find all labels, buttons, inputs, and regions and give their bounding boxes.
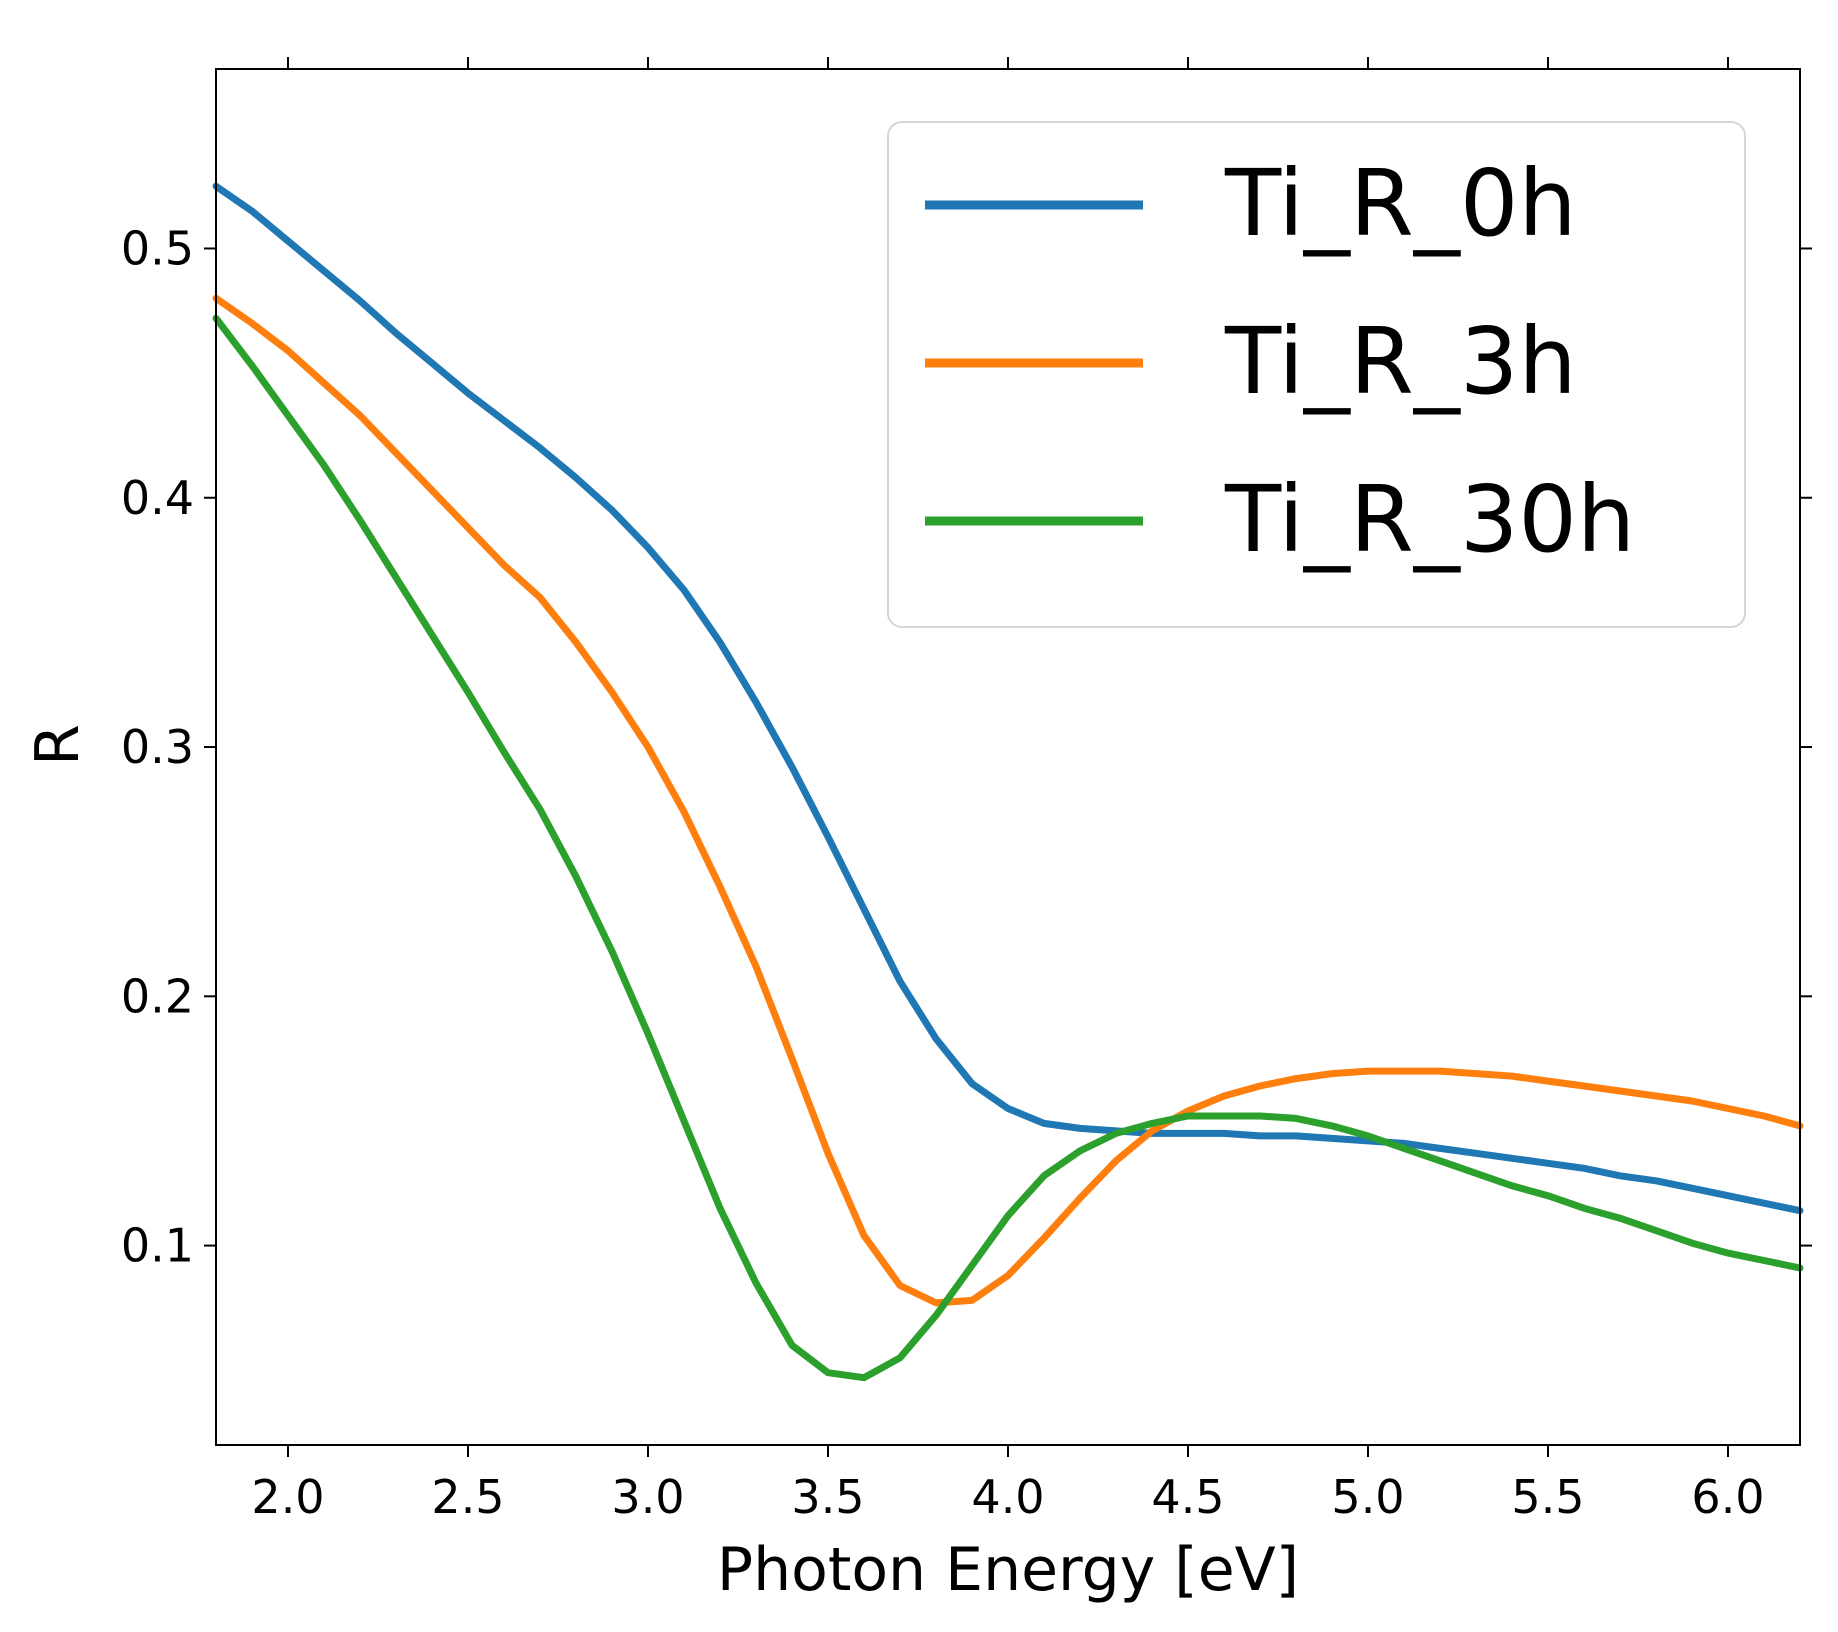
axes-frame — [215, 68, 1801, 1446]
x-axis-label: Photon Energy [eV] — [717, 1535, 1299, 1605]
series-line-ti-r-30h — [212, 314, 1804, 1382]
x-tick-label: 4.5 — [1151, 1470, 1224, 1524]
series-line-ti-r-3h — [212, 294, 1804, 1307]
x-tick-label: 3.0 — [611, 1470, 684, 1524]
axis-ticks: 2.0 2.5 3.0 3.5 4.0 4.5 5.0 5.5 6.0 0.1 0.2 0.3 0.4 0… — [121, 57, 1812, 1524]
x-tick-label: 3.5 — [791, 1470, 864, 1524]
x-tick-label: 4.0 — [971, 1470, 1044, 1524]
y-tick-label: 0.1 — [121, 1219, 194, 1273]
x-tick-label: 2.0 — [251, 1470, 324, 1524]
series-line-ti-r-0h — [212, 182, 1804, 1215]
legend-label-ti-r-0h: Ti_R_0h — [1224, 150, 1577, 257]
y-tick-label: 0.5 — [121, 221, 194, 275]
x-tick-label: 6.0 — [1691, 1470, 1764, 1524]
y-axis-label: R — [23, 724, 93, 766]
plot-area — [212, 182, 1804, 1382]
legend-box — [887, 121, 1746, 628]
y-tick-label: 0.2 — [121, 969, 194, 1023]
legend-label-ti-r-30h: Ti_R_30h — [1224, 466, 1635, 573]
x-tick-label: 2.5 — [431, 1470, 504, 1524]
y-tick-label: 0.4 — [121, 471, 194, 525]
legend-label-ti-r-3h: Ti_R_3h — [1224, 308, 1577, 415]
legend: Ti_R_0h Ti_R_3h Ti_R_30h — [887, 121, 1746, 628]
x-tick-label: 5.0 — [1331, 1470, 1404, 1524]
y-tick-label: 0.3 — [121, 720, 194, 774]
x-tick-label: 5.5 — [1511, 1470, 1584, 1524]
